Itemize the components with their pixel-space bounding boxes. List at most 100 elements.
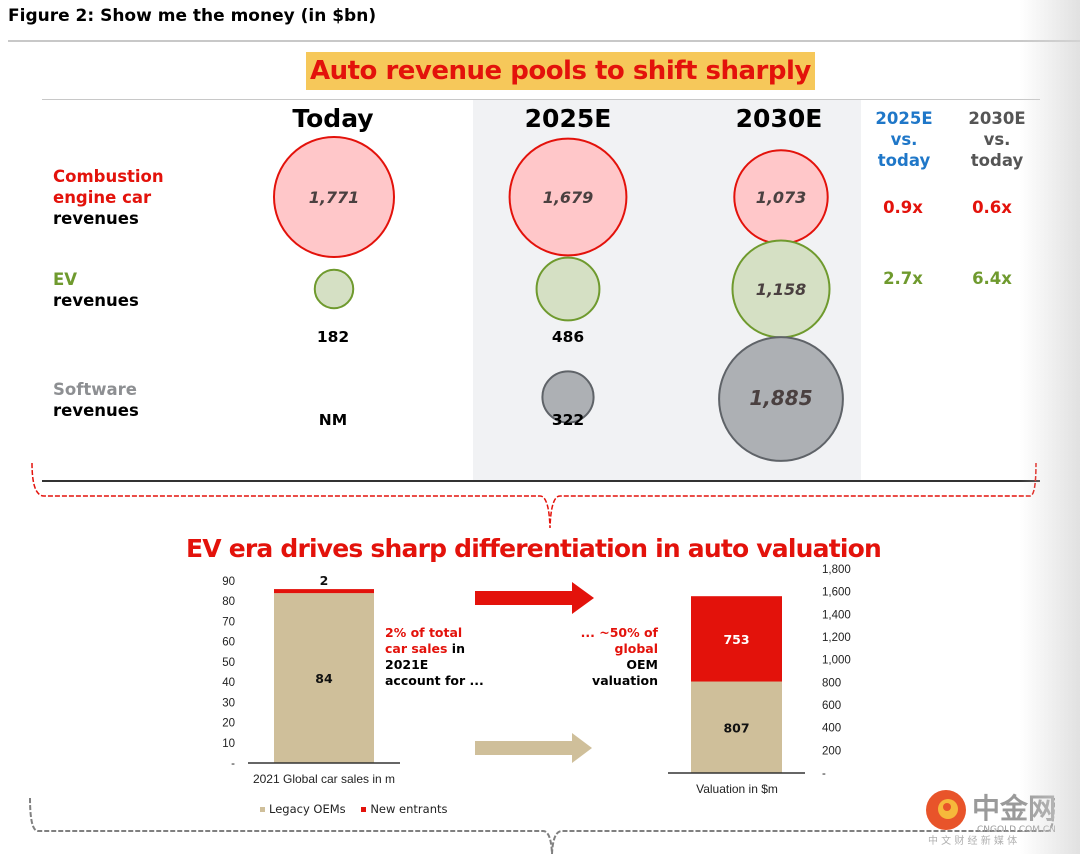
row-label-plain: revenues [53, 291, 139, 310]
bubble-grey-2030e [718, 336, 844, 462]
annotation-text: 2021E [385, 657, 429, 672]
row-label-software: Software revenues [53, 379, 139, 421]
red-brace [31, 462, 1037, 529]
y-tick-label: 1,600 [822, 587, 851, 599]
y-tick-label: 30 [222, 697, 235, 709]
sales-annotation: 2% of total car sales in 2021E account f… [385, 625, 484, 689]
watermark-graphic: 中金网 CNGOLD.COM.CN 中 文 财 经 新 媒 体 [926, 790, 1056, 847]
row-label-colored: engine car [53, 188, 152, 207]
bubble-value-label: 1,073 [756, 188, 807, 207]
ev-multiple-2030e: 6.4x [972, 269, 1012, 288]
chart-legend: Legacy OEMs New entrants [260, 802, 448, 816]
valuation-annotation: ... ~50% of global OEM valuation [560, 625, 658, 689]
bubble-grey-2025e [541, 370, 595, 424]
y-tick-label: 600 [822, 700, 841, 712]
comparison-header-line: 2025E [875, 109, 933, 128]
column-header-2030e: 2030E [735, 104, 823, 133]
comparison-header-line: 2030E [968, 109, 1026, 128]
row-label-colored: Software [53, 380, 137, 399]
annotation-red-text: ... ~50% of [580, 625, 658, 640]
y-tick-label: 90 [222, 576, 235, 588]
annotation-red-text: global [614, 641, 659, 656]
bubble-value-label: 1,158 [756, 280, 807, 299]
x-axis-label: 2021 Global car sales in m [253, 772, 395, 786]
row-label-plain: revenues [53, 209, 139, 228]
column-header-2025e: 2025E [524, 104, 612, 133]
comparison-header-line: vs. [983, 130, 1011, 149]
comparison-header-2030e: 2030E vs. today [957, 108, 1037, 171]
red-arrow-icon [475, 582, 594, 614]
comparison-header-line: today [877, 151, 931, 170]
valuation-bar-charts: - 10 20 30 40 50 60 70 80 90 84 2 2021 Global car sa… [222, 564, 851, 796]
row-label-colored: Combustion [53, 167, 164, 186]
comparison-header-2025e: 2025E vs. today [864, 108, 944, 171]
bubble-value-label: 1,679 [543, 188, 594, 207]
y-tick-label: - [231, 758, 235, 770]
headline-revenue-pools: Auto revenue pools to shift sharply [306, 52, 815, 90]
bubble-value-label: 1,885 [749, 386, 812, 410]
cngold-watermark: 中金网 CNGOLD.COM.CN 中 文 财 经 新 媒 体 [920, 782, 1080, 852]
bubble-red-today [273, 136, 395, 258]
ev-multiple-2025e: 2.7x [883, 269, 923, 288]
combustion-multiple-2030e: 0.6x [972, 198, 1012, 217]
y-tick-label: 70 [222, 616, 235, 628]
legend-swatch-icon [361, 807, 367, 812]
y-tick-label: 400 [822, 723, 841, 735]
legend-item-legacy: Legacy OEMs [260, 802, 346, 816]
annotation-text: valuation [592, 673, 658, 688]
comparison-header-line: vs. [890, 130, 918, 149]
annotation-text: account for ... [385, 673, 484, 688]
bar-segment-new-entrants [691, 596, 782, 682]
y-tick-label: 1,200 [822, 632, 851, 644]
bar-value-label: 84 [315, 671, 333, 686]
bubble-green-today [313, 268, 355, 310]
bar-segment-legacy-oems [274, 593, 374, 763]
row-label-ev: EV revenues [53, 269, 139, 311]
row-label-combustion: Combustion engine car revenues [53, 166, 164, 229]
y-tick-label: 40 [222, 677, 235, 689]
title-divider [8, 40, 1080, 42]
figure-title: Figure 2: Show me the money (in $bn) [8, 6, 377, 26]
table-bottom-rule [42, 480, 1040, 482]
bar-segment-new-entrants [274, 589, 374, 594]
y-tick-label: 800 [822, 677, 841, 689]
tan-arrow-icon [475, 733, 592, 763]
y-tick-label: - [822, 768, 826, 780]
software-value-2025e: 322 [551, 411, 585, 429]
bar-segment-legacy-oems [691, 681, 782, 773]
y-tick-label: 50 [222, 657, 235, 669]
annotation-text: in [447, 641, 465, 656]
ev-value-2025e: 486 [551, 328, 585, 346]
revenue-bubble-chart: 1,771 1,679 1,073 1,158 1,885 [273, 136, 844, 462]
y-tick-label: 1,000 [822, 655, 851, 667]
grey-brace [29, 797, 1055, 854]
annotation-red-text: car sales [385, 641, 448, 656]
y-tick-label: 10 [222, 738, 235, 750]
legend-swatch-icon [260, 807, 265, 812]
bar-value-label: 2 [320, 573, 329, 588]
software-value-today: NM [318, 411, 348, 429]
bubble-red-2025e [508, 137, 628, 257]
combustion-multiple-2025e: 0.9x [883, 198, 923, 217]
column-header-today: Today [292, 104, 374, 133]
watermark-brand: 中金网 [972, 792, 1056, 825]
annotation-red-text: 2% of total [385, 625, 463, 640]
bar-value-label: 753 [723, 632, 749, 647]
watermark-domain: CNGOLD.COM.CN [977, 825, 1056, 835]
legend-label: New entrants [370, 802, 448, 816]
comparison-header-line: today [970, 151, 1024, 170]
bubble-value-label: 1,771 [309, 188, 360, 207]
y-tick-label: 60 [222, 637, 235, 649]
ev-value-today: 182 [316, 328, 350, 346]
y-tick-label: 20 [222, 718, 235, 730]
y-tick-label: 1,400 [822, 609, 851, 621]
legend-item-new-entrants: New entrants [361, 802, 448, 816]
bar-value-label: 807 [723, 720, 749, 735]
table-top-rule [42, 99, 1040, 100]
row-label-plain: revenues [53, 401, 139, 420]
watermark-tagline: 中 文 财 经 新 媒 体 [928, 834, 1017, 847]
annotation-text: OEM [626, 657, 658, 672]
row-label-colored: EV [53, 270, 78, 289]
bubble-green-2025e [535, 256, 601, 322]
y-tick-label: 80 [222, 596, 235, 608]
